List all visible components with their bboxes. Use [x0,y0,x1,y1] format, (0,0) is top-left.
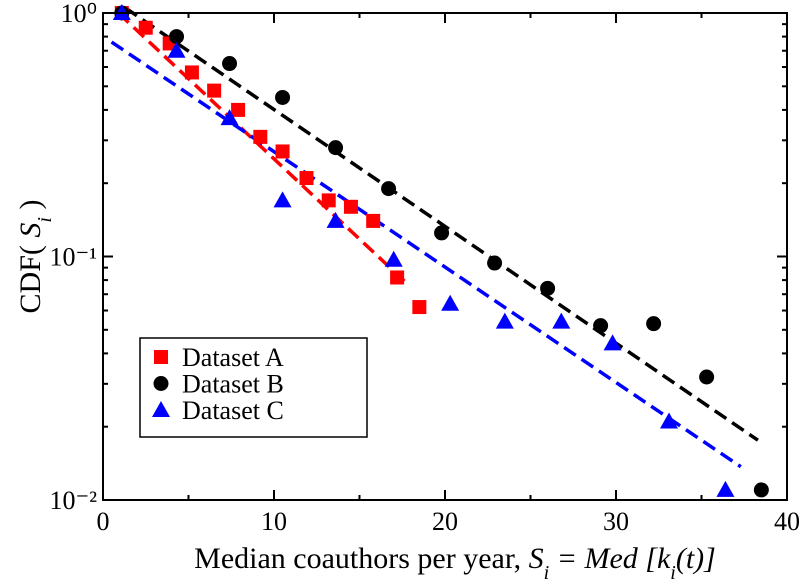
marker-triangle [441,294,460,311]
marker-circle [328,140,344,156]
y-tick-label: 10⁻¹ [49,243,97,272]
marker-square [412,300,427,315]
marker-square [184,65,199,80]
axis-label-part: Median coauthors per year, [194,542,529,575]
marker-triangle [167,41,186,58]
marker-square [366,213,381,228]
y-tick-label: 10⁻² [49,486,97,515]
axis-label-part: S [14,223,47,238]
marker-triangle [273,191,292,208]
marker-triangle [326,211,345,228]
y-tick-label: 10⁰ [61,0,97,28]
marker-circle [646,316,662,332]
marker-circle [593,318,609,334]
legend-marker [154,350,168,364]
x-tick-label: 40 [774,507,800,536]
marker-square [207,83,222,98]
legend-box [139,337,368,438]
marker-triangle [660,412,679,429]
marker-triangle [603,334,622,351]
axis-label-part: = Med [k [549,542,671,575]
legend-label: Dataset C [182,396,284,425]
marker-circle [540,280,556,296]
marker-square [275,144,290,159]
x-tick-label: 30 [603,507,629,536]
axis-label-part: i [544,562,550,580]
marker-circle [275,89,291,105]
marker-circle [699,369,715,385]
fit-line [110,40,742,469]
legend-label: Dataset B [182,370,284,399]
axis-label-part: (t)] [676,542,716,575]
marker-triangle [552,312,571,329]
marker-square [299,171,314,186]
plot-frame [102,12,788,501]
marker-triangle [716,480,735,497]
marker-triangle [495,312,514,329]
marker-square [321,193,336,208]
x-tick-label: 10 [261,507,287,536]
marker-square [231,102,246,117]
legend-marker [152,401,170,417]
marker-triangle [220,109,239,126]
axis-label-part: S [529,542,544,575]
axis-label-part: i [34,217,56,223]
marker-triangle [384,250,403,267]
x-tick-label: 0 [97,507,110,536]
marker-circle [487,255,503,271]
marker-square [138,20,153,35]
x-tick-label: 20 [432,507,458,536]
axis-label-part: CDF( [14,238,47,314]
legend-label: Dataset A [182,343,284,372]
axis-label-part: ) [14,200,47,218]
marker-circle [169,29,185,45]
marker-circle [753,482,769,498]
marker-circle [381,181,397,197]
marker-square [390,270,405,285]
y-axis-label: CDF( Si ) [14,200,56,314]
marker-square [343,199,358,214]
x-axis-label: Median coauthors per year, Si = Med [ki(… [194,542,716,580]
axis-label-part: i [670,562,676,580]
fit-line [124,6,759,442]
marker-square [253,129,268,144]
fit-line [117,11,411,287]
legend-marker [153,376,169,391]
marker-circle [222,56,238,72]
marker-circle [434,225,450,241]
